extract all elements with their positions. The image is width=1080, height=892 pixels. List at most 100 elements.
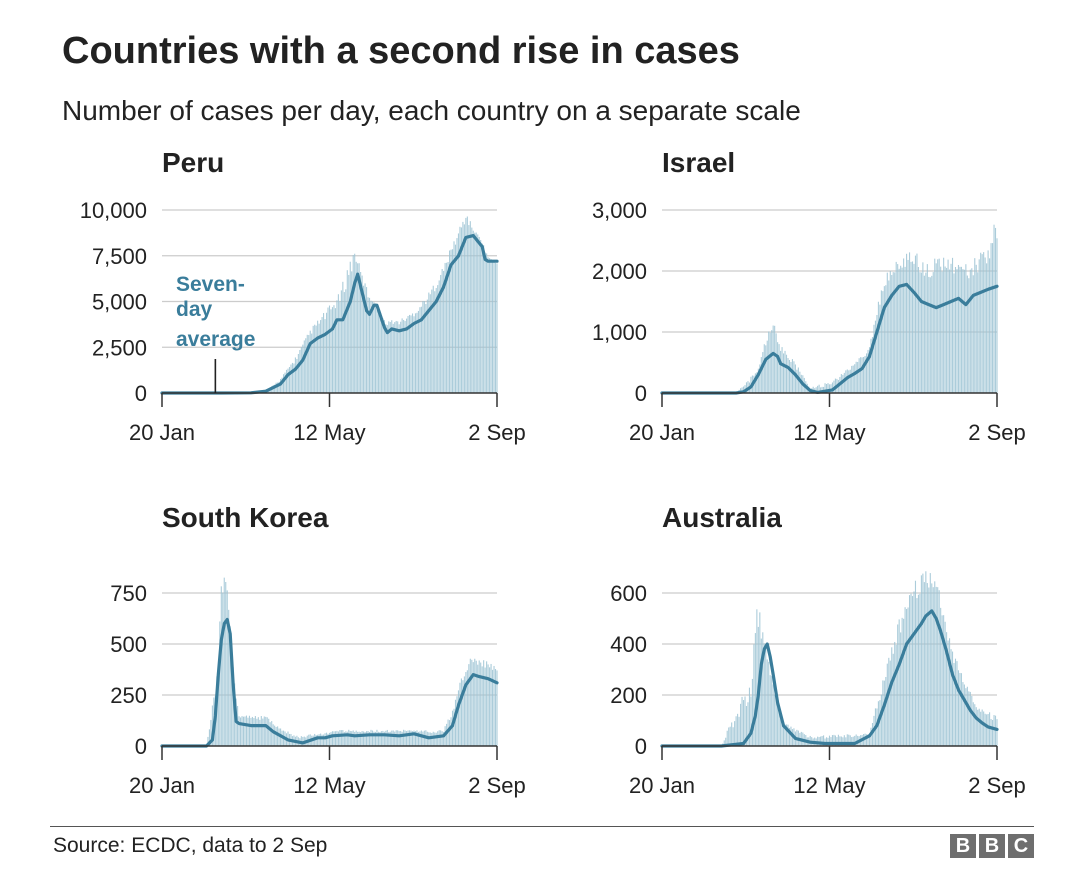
daily-case-bar [821, 386, 823, 393]
daily-case-bar [490, 259, 492, 393]
daily-case-bar [447, 261, 449, 393]
daily-case-bar [366, 731, 368, 746]
daily-case-bar [944, 621, 946, 746]
daily-case-bar [759, 364, 761, 393]
daily-case-bar [771, 676, 773, 746]
daily-case-bar [966, 686, 968, 746]
daily-case-bar [454, 244, 457, 393]
daily-case-bar [827, 383, 829, 393]
daily-case-bar [771, 330, 773, 393]
daily-case-bar [489, 667, 491, 746]
daily-case-bar [481, 243, 483, 393]
daily-case-bar [831, 382, 834, 393]
daily-case-bar [321, 317, 323, 393]
daily-case-bar [371, 301, 374, 393]
panel-title: Israel [662, 147, 735, 178]
daily-case-bar [914, 255, 917, 393]
daily-case-bar [287, 368, 289, 393]
daily-case-bar [928, 276, 930, 393]
daily-case-bar [348, 729, 350, 746]
daily-case-bar [794, 364, 796, 393]
daily-case-bar [957, 670, 960, 746]
daily-case-bar [886, 663, 888, 746]
daily-case-bar [949, 269, 951, 393]
daily-case-bar [450, 249, 452, 393]
daily-case-bar [971, 268, 973, 393]
daily-case-bar [231, 645, 233, 746]
daily-case-bar [366, 287, 368, 393]
daily-case-bar [738, 716, 740, 746]
daily-case-bar [894, 272, 896, 393]
daily-case-bar [989, 712, 991, 746]
daily-case-bar [380, 315, 382, 393]
daily-case-bar [917, 594, 919, 746]
daily-case-bar [846, 734, 848, 746]
annotation-label: day [176, 298, 213, 321]
daily-case-bar [371, 730, 374, 746]
daily-case-bar [486, 661, 488, 746]
daily-case-bar [325, 312, 328, 393]
daily-case-bar [288, 367, 291, 393]
daily-case-bar [996, 719, 998, 746]
daily-case-bar [974, 258, 976, 393]
daily-case-bar [456, 696, 458, 746]
daily-case-bar [388, 732, 390, 746]
daily-case-bar [932, 272, 934, 393]
daily-case-bar [278, 381, 280, 393]
daily-case-bar [401, 731, 403, 746]
daily-case-bar [443, 731, 445, 746]
seven-day-average-line [660, 282, 999, 395]
daily-case-bar [346, 731, 348, 746]
daily-case-bar [290, 364, 292, 393]
daily-case-bar [438, 280, 440, 393]
daily-case-bar [468, 225, 470, 393]
panel-title: South Korea [162, 502, 329, 533]
daily-case-bar [725, 737, 727, 746]
daily-case-bar [416, 312, 418, 393]
x-tick-label: 20 Jan [629, 773, 695, 798]
daily-case-bar [925, 272, 927, 393]
daily-case-bar [245, 715, 248, 746]
daily-case-bar [781, 347, 783, 393]
daily-case-bar [386, 325, 388, 393]
daily-case-bar [968, 691, 970, 746]
daily-case-bar [469, 221, 471, 393]
daily-case-bar [466, 670, 468, 746]
daily-case-bar [435, 732, 437, 746]
panel-title: Australia [662, 502, 782, 533]
daily-case-bar [897, 264, 899, 393]
daily-case-bar [477, 234, 479, 393]
daily-case-bar [403, 319, 405, 393]
daily-case-bar [360, 271, 362, 393]
daily-case-bar [217, 667, 219, 746]
chart-subtitle: Number of cases per day, each country on… [62, 95, 801, 126]
daily-case-bar [229, 626, 231, 746]
daily-case-bar [769, 675, 771, 746]
daily-case-bar [361, 731, 363, 746]
daily-case-bar [358, 731, 360, 746]
daily-case-bar [339, 730, 341, 746]
daily-case-bar [383, 320, 385, 393]
daily-case-bar [908, 252, 911, 393]
daily-case-bar [265, 716, 267, 746]
daily-case-bar [994, 715, 997, 746]
daily-case-bar [866, 353, 868, 393]
daily-case-bar [837, 734, 839, 746]
daily-case-bar [403, 729, 405, 746]
daily-case-bar [437, 731, 439, 746]
daily-case-bar [465, 217, 467, 393]
daily-case-bar [974, 704, 976, 746]
daily-case-bar [222, 592, 224, 746]
daily-case-bar [913, 263, 915, 393]
daily-case-bar [422, 731, 424, 746]
daily-case-bar [983, 252, 985, 393]
daily-case-bar [926, 264, 928, 393]
daily-case-bar [947, 259, 949, 393]
daily-case-bar [411, 731, 414, 746]
daily-case-bar [254, 716, 256, 746]
daily-case-bar [308, 335, 310, 393]
daily-case-bar [271, 721, 273, 746]
daily-case-bar [781, 721, 783, 746]
daily-case-bar [864, 355, 866, 393]
daily-case-bar [904, 266, 906, 393]
